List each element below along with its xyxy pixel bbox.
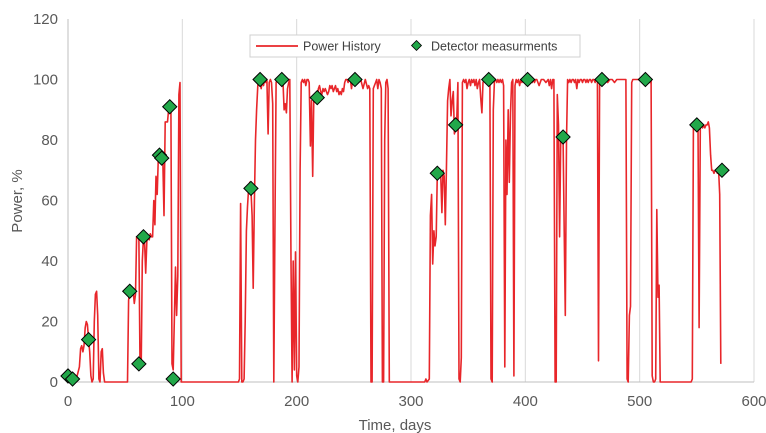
y-tick-label: 100	[33, 72, 58, 89]
detector-measurement-point	[252, 71, 268, 88]
detector-measurement-point	[689, 117, 705, 133]
x-tick-label: 400	[513, 393, 538, 410]
x-tick-label: 0	[64, 393, 72, 410]
power-history-series	[67, 78, 722, 383]
x-tick-labels: 0 100 200 300 400 500 600	[64, 393, 766, 410]
detector-measurements-series	[60, 71, 730, 387]
x-axis-title: Time, days	[359, 417, 432, 433]
y-tick-label: 60	[41, 193, 58, 210]
power-history-line	[67, 78, 722, 383]
x-tick-label: 600	[741, 393, 766, 410]
y-tick-label: 80	[41, 132, 58, 149]
legend-power-history-label: Power History	[303, 40, 382, 54]
detector-measurement-point	[447, 117, 464, 133]
detector-measurement-point	[243, 180, 259, 197]
legend-detector-swatch	[410, 39, 423, 52]
y-tick-label: 40	[41, 253, 58, 270]
detector-measurement-point	[480, 71, 497, 88]
y-tick-label: 120	[33, 11, 58, 28]
detector-measurement-point	[153, 150, 170, 166]
x-tick-label: 200	[284, 393, 309, 410]
detector-measurement-point	[131, 356, 147, 372]
detector-measurement-point	[135, 229, 152, 245]
x-tick-label: 100	[170, 393, 195, 410]
legend-detector-label: Detector measurments	[431, 40, 557, 54]
detector-measurement-point	[429, 165, 446, 182]
y-tick-label: 20	[41, 314, 58, 331]
detector-measurement-point	[714, 162, 730, 179]
detector-measurement-point	[161, 98, 178, 115]
detector-measurement-point	[594, 71, 610, 88]
y-tick-label: 0	[50, 374, 58, 391]
grid-lines	[181, 19, 755, 382]
y-tick-labels: 0 20 40 60 80 100 120	[33, 11, 58, 391]
detector-measurement-point	[121, 283, 138, 300]
detector-measurement-point	[347, 71, 363, 88]
y-axis-title: Power, %	[9, 169, 26, 232]
x-tick-label: 500	[627, 393, 652, 410]
legend: Power History Detector measurments	[249, 34, 581, 58]
detector-measurement-point	[555, 129, 571, 145]
detector-measurement-point	[64, 371, 81, 387]
detector-measurement-point	[165, 371, 181, 387]
detector-measurement-point	[309, 89, 326, 106]
detector-measurement-point	[80, 331, 97, 348]
detector-measurement-point	[519, 71, 536, 88]
x-tick-label: 300	[398, 393, 423, 410]
detector-measurement-point	[637, 71, 654, 88]
detector-measurement-point	[274, 71, 290, 88]
